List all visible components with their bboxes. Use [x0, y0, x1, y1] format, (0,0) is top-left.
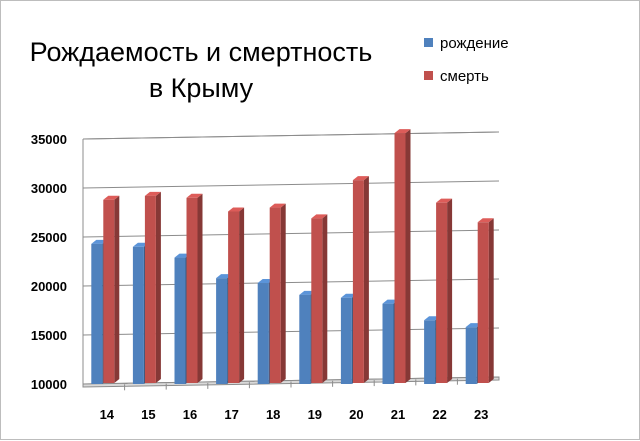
y-tick-label: 25000: [31, 230, 67, 245]
x-tick-label: 18: [266, 407, 280, 422]
x-tick-label: 19: [308, 407, 322, 422]
tick-labels: 10000 15000 20000 25000 30000 35000 14 15 16 17 18…: [31, 132, 489, 422]
gridline: [82, 180, 500, 189]
bars: [91, 129, 494, 384]
x-tick-label: 22: [432, 407, 446, 422]
y-tick-label: 35000: [31, 132, 67, 147]
bar-deaths: [311, 214, 328, 383]
y-tick-label: 20000: [31, 279, 67, 294]
x-tick-label: 15: [141, 407, 155, 422]
x-tick-label: 21: [391, 407, 405, 422]
bar-deaths: [352, 176, 369, 383]
y-tick-label: 15000: [31, 328, 67, 343]
bar-deaths: [477, 218, 494, 383]
x-tick-label: 16: [183, 407, 197, 422]
y-tick-label: 10000: [31, 377, 67, 392]
bar-deaths: [269, 203, 286, 383]
y-tick-label: 30000: [31, 181, 67, 196]
legend-label-births: рождение: [440, 35, 509, 52]
legend-swatch-deaths: [424, 71, 433, 80]
x-tick-label: 20: [349, 407, 363, 422]
chart-title-line-2: в Крыму: [149, 73, 254, 103]
bar-deaths: [436, 198, 453, 383]
x-tick-label: 23: [474, 407, 488, 422]
x-tick-label: 14: [100, 407, 115, 422]
x-tick-label: 17: [224, 407, 238, 422]
chart-title-line-1: Рождаемость и смертность: [30, 37, 373, 67]
bar-deaths: [103, 195, 120, 383]
bar-deaths: [144, 191, 161, 383]
legend-swatch-births: [424, 38, 433, 47]
bar-deaths: [228, 207, 245, 383]
top-gridline-edge: [82, 131, 500, 140]
bar-deaths: [186, 193, 203, 383]
legend: рождение смерть: [424, 35, 509, 85]
bar-deaths: [394, 129, 411, 383]
legend-label-deaths: смерть: [440, 68, 489, 85]
